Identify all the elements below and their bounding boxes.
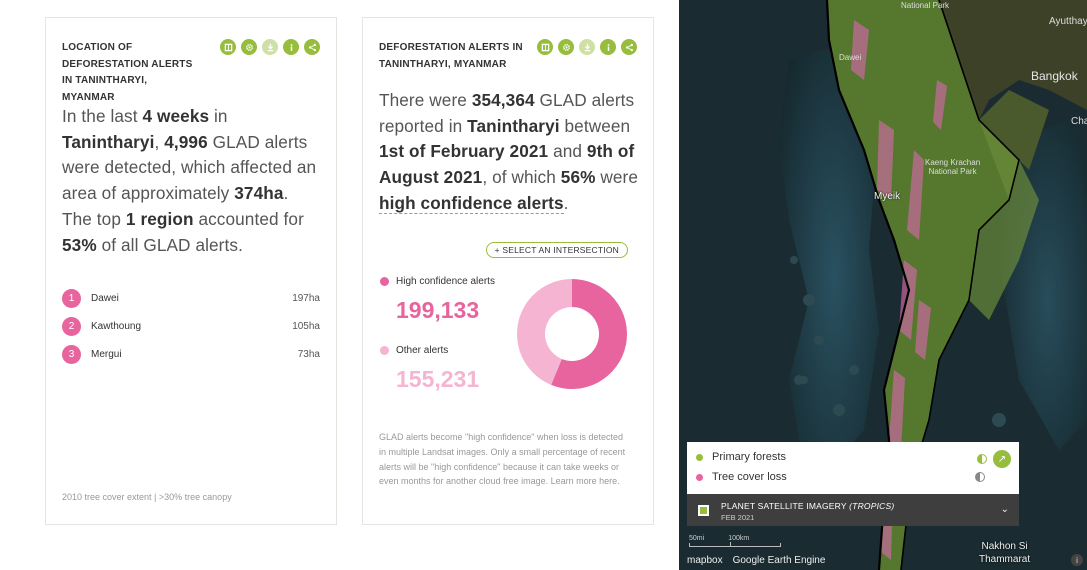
widget-toolbar (537, 39, 637, 55)
zoom-to-layer-icon[interactable]: ↗ (993, 450, 1011, 468)
rank-badge: 2 (62, 316, 81, 336)
map-info-icon[interactable]: i (1071, 554, 1083, 566)
map-icon[interactable] (220, 39, 236, 55)
basemap-swatch-icon (698, 505, 709, 516)
legend-dot (696, 453, 703, 461)
info-icon[interactable] (283, 39, 299, 55)
other-alerts-value: 155,231 (396, 366, 480, 392)
region-name: Mergui (91, 348, 122, 360)
map-label-national-park: National Park (901, 1, 950, 10)
basemap-title: PLANET SATELLITE IMAGERY (TROPICS) (721, 501, 895, 511)
region-ranking-list: 1 Dawei 197ha 2 Kawthoung 105ha 3 Mergui… (62, 284, 320, 368)
legend-high-confidence: High confidence alerts (380, 276, 495, 287)
map-attribution: mapbox Google Earth Engine (687, 555, 825, 566)
legend-dot (696, 473, 703, 481)
share-icon[interactable] (621, 39, 637, 55)
location-alerts-widget: LOCATION OF DEFORESTATION ALERTS IN TANI… (45, 17, 337, 525)
download-icon[interactable] (579, 39, 595, 55)
region-value: 197ha (292, 292, 320, 304)
donut-slice-other[interactable] (517, 279, 572, 385)
list-item[interactable]: 3 Mergui 73ha (62, 340, 320, 368)
map-label-bangkok: Bangkok (1031, 69, 1078, 83)
rank-badge: 1 (62, 288, 81, 308)
legend-primary-forests: Primary forests (696, 451, 786, 463)
tree-loss-controls (975, 472, 985, 482)
region-value: 73ha (297, 348, 320, 360)
opacity-icon[interactable] (975, 472, 985, 482)
widget-title: LOCATION OF DEFORESTATION ALERTS IN TANI… (62, 42, 193, 103)
rank-badge: 3 (62, 344, 81, 364)
map-label-dawei: Dawei (839, 53, 862, 62)
high-confidence-value: 199,133 (396, 297, 480, 323)
settings-icon[interactable] (241, 39, 257, 55)
legend-label: Tree cover loss (712, 471, 787, 483)
deforestation-alerts-widget: DEFORESTATION ALERTS IN TANINTHARYI, MYA… (362, 17, 654, 525)
legend-label: Other alerts (396, 345, 449, 356)
alerts-donut-chart (517, 279, 627, 389)
basemap-selector[interactable]: PLANET SATELLITE IMAGERY (TROPICS) FEB 2… (687, 494, 1019, 526)
opacity-icon[interactable] (977, 454, 987, 464)
map-legend: Primary forests Tree cover loss ↗ (687, 442, 1019, 494)
high-confidence-link[interactable]: high confidence alerts (379, 192, 564, 214)
summary-sentence: There were 354,364 GLAD alerts reported … (379, 90, 639, 214)
donut-slice-high-confidence[interactable] (551, 279, 627, 389)
chevron-down-icon[interactable]: ⌄ (1000, 504, 1009, 515)
region-value: 105ha (292, 320, 320, 332)
summary-sentence: In the last 4 weeks in Tanintharyi, 4,99… (62, 106, 317, 255)
map-scale-bar (689, 542, 781, 547)
settings-icon[interactable] (558, 39, 574, 55)
share-icon[interactable] (304, 39, 320, 55)
google-earth-engine-logo[interactable]: Google Earth Engine (732, 555, 826, 566)
info-icon[interactable] (600, 39, 616, 55)
widget-toolbar (220, 39, 320, 55)
map-label-nakhon-si-thammarat: Nakhon Si Thammarat (979, 541, 1031, 565)
map-label-cha: Cha (1071, 116, 1087, 127)
legend-other: Other alerts (380, 345, 448, 356)
map-terrain (679, 0, 1087, 570)
legend-dot (380, 346, 389, 355)
legend-tree-cover-loss: Tree cover loss (696, 471, 787, 483)
region-name: Dawei (91, 292, 119, 304)
basemap-date: FEB 2021 (721, 513, 755, 522)
list-item[interactable]: 2 Kawthoung 105ha (62, 312, 320, 340)
region-name: Kawthoung (91, 320, 142, 332)
map-label-ayutthaya: Ayutthay (1049, 16, 1087, 27)
map-panel[interactable]: National Park Ayutthay Dawei Bangkok Cha… (679, 0, 1087, 570)
legend-label: High confidence alerts (396, 276, 495, 287)
map-icon[interactable] (537, 39, 553, 55)
legend-dot (380, 277, 389, 286)
widget-footnote: 2010 tree cover extent | >30% tree canop… (62, 492, 232, 502)
legend-label: Primary forests (712, 451, 786, 463)
explanation-text: GLAD alerts become "high confidence" whe… (379, 432, 626, 487)
map-scale: 50mi 100km (689, 535, 750, 542)
download-icon[interactable] (262, 39, 278, 55)
list-item[interactable]: 1 Dawei 197ha (62, 284, 320, 312)
select-intersection-button[interactable]: + SELECT AN INTERSECTION (485, 242, 628, 258)
map-label-kaeng-krachan: Kaeng Krachan National Park (925, 158, 981, 176)
mapbox-logo[interactable]: mapbox (687, 555, 723, 566)
widget-title: DEFORESTATION ALERTS IN TANINTHARYI, MYA… (379, 42, 523, 70)
primary-forest-controls: ↗ (977, 450, 1011, 468)
map-label-myeik: Myeik (874, 191, 901, 202)
